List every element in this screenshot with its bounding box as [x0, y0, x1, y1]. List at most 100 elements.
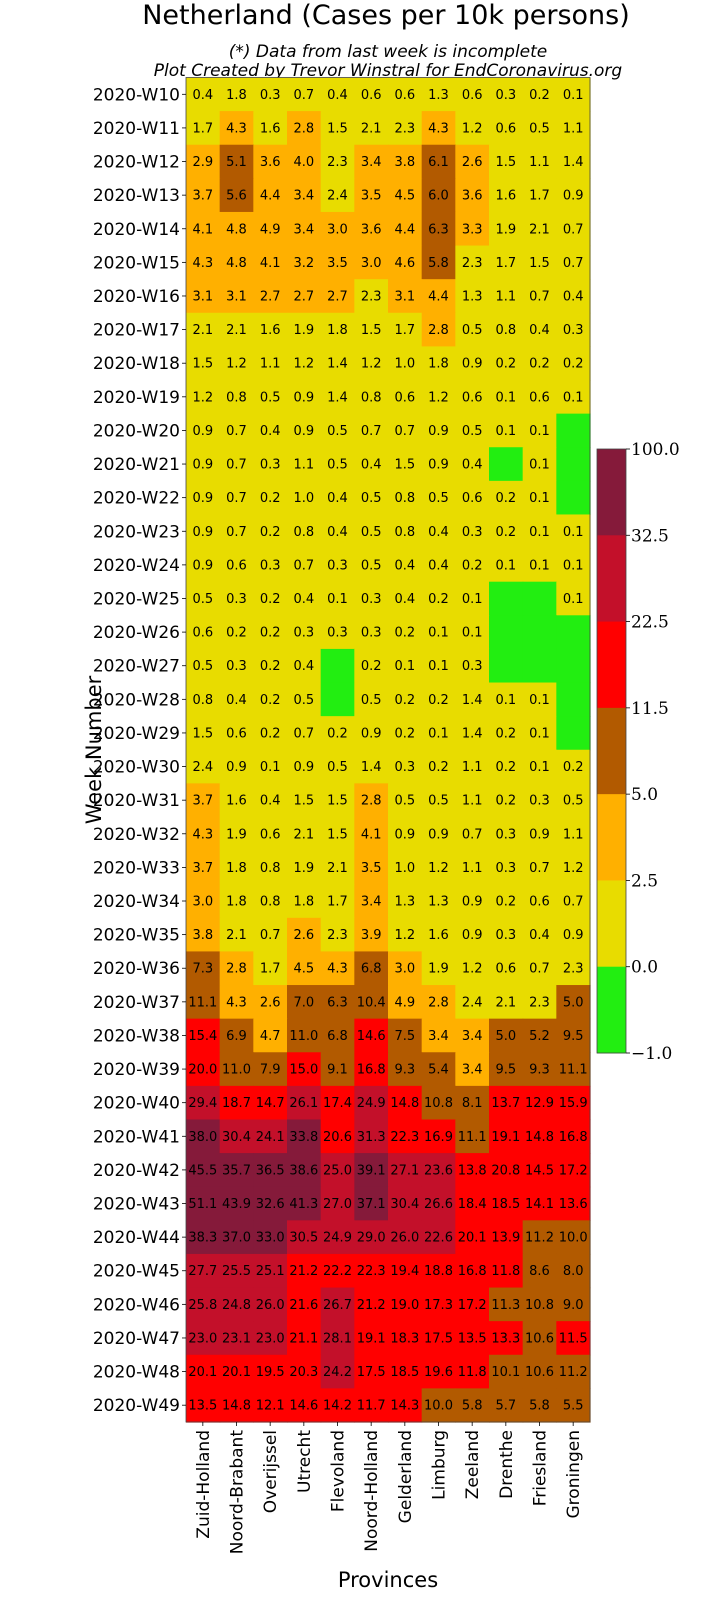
heatmap-cell	[421, 413, 456, 448]
heatmap-cell	[556, 1018, 591, 1053]
heatmap-cell	[522, 380, 557, 415]
heatmap-cell	[219, 111, 254, 146]
heatmap-cell	[388, 1153, 423, 1188]
cell-value-label: 0.9	[462, 928, 483, 943]
cell-value-label: 0.9	[192, 424, 213, 439]
heatmap-cell	[354, 884, 389, 919]
heatmap-cell	[388, 581, 423, 616]
cell-value-label: 19.1	[357, 1331, 386, 1346]
cell-value-label: 2.7	[260, 289, 281, 304]
heatmap-cell	[320, 380, 355, 415]
heatmap-cell	[320, 1052, 355, 1087]
heatmap-cell	[354, 1321, 389, 1356]
heatmap-cell	[219, 480, 254, 516]
heatmap-cell	[354, 548, 389, 583]
cell-value-label: 1.4	[361, 760, 382, 775]
heatmap-cell	[354, 749, 389, 784]
heatmap-cell	[388, 111, 423, 146]
cell-value-label: 0.6	[495, 121, 516, 136]
heatmap-cell	[522, 1119, 557, 1154]
cell-value-label: 0.6	[529, 895, 550, 910]
heatmap-cell	[556, 1287, 591, 1322]
heatmap-cell	[421, 1119, 456, 1154]
heatmap-cell	[354, 178, 389, 213]
heatmap-cell	[455, 716, 490, 751]
heatmap-cell	[556, 816, 591, 852]
heatmap-cell	[320, 279, 355, 314]
cell-value-label: 0.4	[563, 289, 584, 304]
cell-value-label: 1.4	[462, 726, 483, 741]
colorbar-tick-label: −1.0	[631, 1044, 672, 1064]
heatmap-cell	[219, 1354, 254, 1389]
heatmap-cell	[320, 1186, 355, 1221]
heatmap-cell	[186, 749, 221, 784]
colorbar: 100.0 32.5 22.5 11.5 5.0 2.5 0.0 −1.0	[596, 440, 680, 1064]
cell-value-label: 3.2	[293, 256, 314, 271]
cell-value-label: 0.4	[529, 928, 550, 943]
heatmap-cell	[253, 581, 288, 616]
cell-value-label: 0.6	[462, 390, 483, 405]
cell-value-label: 2.7	[293, 289, 314, 304]
heatmap-cell	[556, 682, 591, 717]
heatmap-cell	[388, 380, 423, 415]
heatmap-cell	[287, 346, 322, 381]
cell-value-label: 0.6	[394, 88, 415, 103]
heatmap-cell	[388, 1354, 423, 1389]
cell-value-label: 1.1	[260, 357, 281, 372]
heatmap-cell	[354, 917, 389, 953]
heatmap-cell	[219, 548, 254, 583]
cell-value-label: 2.1	[226, 928, 247, 943]
cell-value-label: 1.6	[495, 189, 516, 204]
y-tick-label: 2020-W34	[93, 892, 180, 912]
heatmap-cell	[489, 682, 524, 717]
cell-value-label: 20.1	[222, 1365, 251, 1380]
y-tick-label: 2020-W36	[93, 959, 180, 979]
cell-value-label: 37.1	[357, 1197, 386, 1212]
cell-value-label: 0.9	[293, 390, 314, 405]
cell-value-label: 0.1	[529, 693, 550, 708]
colorbar-tick-label: 11.5	[631, 699, 669, 719]
cell-value-label: 1.2	[293, 357, 314, 372]
heatmap-cell	[388, 279, 423, 314]
y-tick-label: 2020-W46	[93, 1295, 180, 1315]
heatmap-cell	[253, 548, 288, 583]
cell-value-label: 1.2	[192, 390, 213, 405]
y-tick-label: 2020-W23	[93, 522, 180, 542]
cell-value-label: 2.3	[563, 962, 584, 977]
heatmap-cell	[489, 1388, 524, 1423]
heatmap-cell	[253, 917, 288, 953]
cell-value-label: 2.9	[192, 155, 213, 170]
cell-value-label: 5.8	[428, 256, 449, 271]
heatmap-cell	[522, 77, 557, 112]
cell-value-label: 8.0	[563, 1264, 584, 1279]
heatmap-cell	[522, 1186, 557, 1221]
heatmap-cell	[287, 884, 322, 919]
heatmap-cell	[186, 480, 221, 516]
heatmap-cell	[388, 1052, 423, 1087]
cell-value-label: 4.1	[361, 827, 382, 842]
heatmap-cell	[421, 1018, 456, 1053]
cell-value-label: 11.2	[559, 1365, 588, 1380]
cell-value-label: 0.9	[192, 458, 213, 473]
heatmap-cell	[522, 985, 557, 1020]
cell-value-label: 1.9	[293, 323, 314, 338]
cell-value-label: 2.3	[394, 121, 415, 136]
heatmap-cell	[388, 682, 423, 717]
cell-value-label: 1.8	[226, 895, 247, 910]
cell-value-label: 0.2	[495, 794, 516, 809]
heatmap-cell	[522, 279, 557, 314]
cell-value-label: 28.1	[323, 1331, 352, 1346]
cell-value-label: 0.7	[361, 424, 382, 439]
cell-value-label: 20.3	[289, 1365, 318, 1380]
colorbar-tick-label: 2.5	[631, 871, 658, 891]
heatmap-cell	[522, 716, 557, 751]
cell-value-label: 0.6	[462, 491, 483, 506]
heatmap-cell	[320, 447, 355, 482]
cell-value-label: 5.7	[495, 1399, 516, 1414]
cell-value-label: 0.2	[327, 726, 348, 741]
cell-value-label: 0.5	[361, 491, 382, 506]
cell-value-label: 1.5	[361, 323, 382, 338]
heatmap-cell	[455, 985, 490, 1020]
cell-value-label: 2.6	[462, 155, 483, 170]
cell-value-label: 0.5	[192, 592, 213, 607]
